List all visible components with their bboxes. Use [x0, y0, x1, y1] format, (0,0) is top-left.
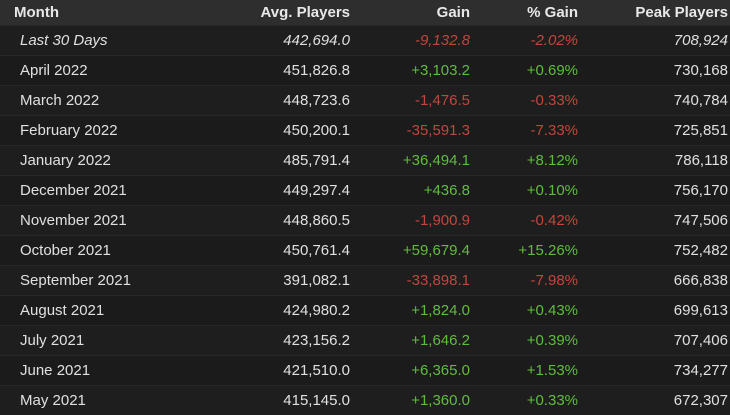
peak-players-cell: 734,277	[578, 356, 730, 386]
percent-gain-cell: +0.69%	[470, 56, 578, 86]
month-cell: January 2022	[0, 146, 214, 176]
gain-cell: -33,898.1	[350, 266, 470, 296]
percent-gain-cell: +8.12%	[470, 146, 578, 176]
gain-cell: +436.8	[350, 176, 470, 206]
month-cell: August 2021	[0, 296, 214, 326]
month-cell: March 2022	[0, 86, 214, 116]
avg-players-cell: 423,156.2	[214, 326, 350, 356]
avg-players-cell: 450,200.1	[214, 116, 350, 146]
avg-players-cell: 415,145.0	[214, 386, 350, 415]
table-header-row: Month Avg. Players Gain % Gain Peak Play…	[0, 0, 730, 26]
peak-players-cell: 699,613	[578, 296, 730, 326]
month-cell: November 2021	[0, 206, 214, 236]
gain-cell: -1,476.5	[350, 86, 470, 116]
avg-players-cell: 442,694.0	[214, 26, 350, 56]
percent-gain-cell: +0.10%	[470, 176, 578, 206]
avg-players-cell: 451,826.8	[214, 56, 350, 86]
avg-players-cell: 448,723.6	[214, 86, 350, 116]
peak-players-cell: 666,838	[578, 266, 730, 296]
gain-cell: +3,103.2	[350, 56, 470, 86]
gain-cell: +59,679.4	[350, 236, 470, 266]
header-month[interactable]: Month	[0, 0, 214, 26]
gain-cell: +1,824.0	[350, 296, 470, 326]
percent-gain-cell: +1.53%	[470, 356, 578, 386]
gain-cell: -9,132.8	[350, 26, 470, 56]
avg-players-cell: 391,082.1	[214, 266, 350, 296]
peak-players-cell: 725,851	[578, 116, 730, 146]
percent-gain-cell: -7.33%	[470, 116, 578, 146]
gain-cell: -1,900.9	[350, 206, 470, 236]
peak-players-cell: 730,168	[578, 56, 730, 86]
gain-cell: -35,591.3	[350, 116, 470, 146]
peak-players-cell: 672,307	[578, 386, 730, 415]
gain-cell: +6,365.0	[350, 356, 470, 386]
percent-gain-cell: +0.33%	[470, 386, 578, 415]
avg-players-cell: 424,980.2	[214, 296, 350, 326]
month-cell: October 2021	[0, 236, 214, 266]
avg-players-cell: 450,761.4	[214, 236, 350, 266]
avg-players-cell: 485,791.4	[214, 146, 350, 176]
percent-gain-cell: +15.26%	[470, 236, 578, 266]
percent-gain-cell: -7.98%	[470, 266, 578, 296]
percent-gain-cell: +0.39%	[470, 326, 578, 356]
peak-players-cell: 747,506	[578, 206, 730, 236]
month-cell: June 2021	[0, 356, 214, 386]
peak-players-cell: 786,118	[578, 146, 730, 176]
peak-players-cell: 708,924	[578, 26, 730, 56]
month-cell: September 2021	[0, 266, 214, 296]
month-cell: April 2022	[0, 56, 214, 86]
avg-players-cell: 449,297.4	[214, 176, 350, 206]
avg-players-cell: 421,510.0	[214, 356, 350, 386]
gain-cell: +36,494.1	[350, 146, 470, 176]
month-cell: February 2022	[0, 116, 214, 146]
header-avg-players[interactable]: Avg. Players	[214, 0, 350, 26]
percent-gain-cell: -2.02%	[470, 26, 578, 56]
header-gain[interactable]: Gain	[350, 0, 470, 26]
peak-players-cell: 752,482	[578, 236, 730, 266]
peak-players-cell: 740,784	[578, 86, 730, 116]
month-cell: July 2021	[0, 326, 214, 356]
gain-cell: +1,360.0	[350, 386, 470, 415]
percent-gain-cell: +0.43%	[470, 296, 578, 326]
percent-gain-cell: -0.42%	[470, 206, 578, 236]
month-cell: December 2021	[0, 176, 214, 206]
percent-gain-cell: -0.33%	[470, 86, 578, 116]
avg-players-cell: 448,860.5	[214, 206, 350, 236]
header-percent-gain[interactable]: % Gain	[470, 0, 578, 26]
peak-players-cell: 756,170	[578, 176, 730, 206]
month-cell: May 2021	[0, 386, 214, 415]
header-peak-players[interactable]: Peak Players	[578, 0, 730, 26]
peak-players-cell: 707,406	[578, 326, 730, 356]
month-cell: Last 30 Days	[0, 26, 214, 56]
gain-cell: +1,646.2	[350, 326, 470, 356]
